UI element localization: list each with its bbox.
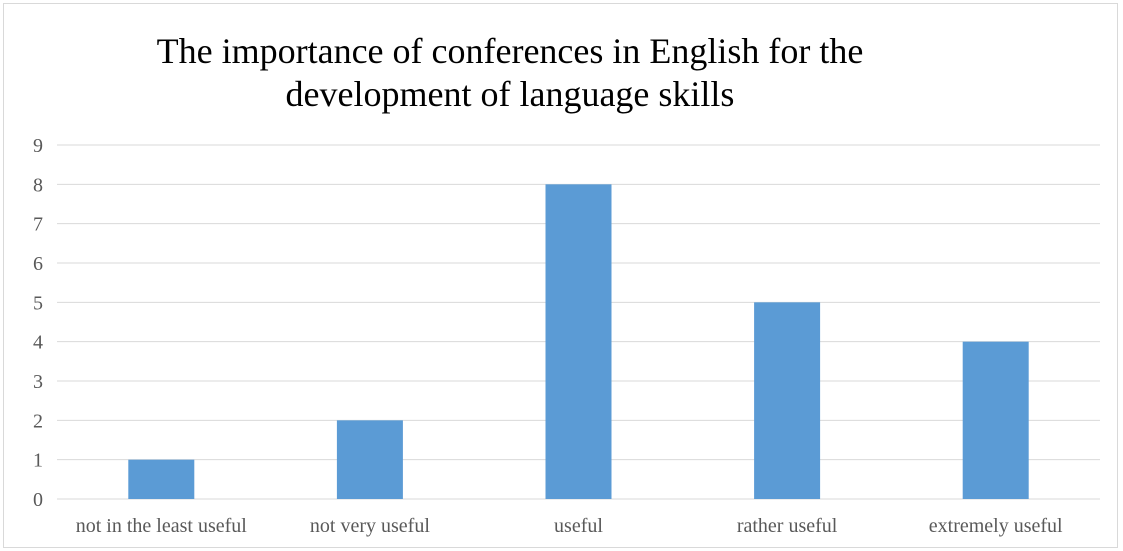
bar [545, 184, 612, 500]
y-tick-label: 8 [33, 174, 43, 196]
y-tick-label: 0 [33, 489, 43, 511]
y-tick-label: 7 [33, 214, 43, 236]
y-tick-label: 2 [33, 410, 43, 432]
bar [962, 341, 1029, 499]
y-tick-label: 9 [33, 135, 43, 157]
x-axis-ticks: not in the least useful not very useful us… [76, 515, 1063, 537]
bar [336, 420, 403, 499]
x-tick-label: not very useful [310, 515, 430, 537]
chart-title-line-1: The importance of conferences in English… [156, 31, 864, 71]
chart-title-line-2: development of language skills [285, 74, 735, 114]
x-tick-label: rather useful [737, 515, 838, 537]
y-tick-label: 6 [33, 253, 43, 275]
y-tick-label: 3 [33, 371, 43, 393]
bar [754, 302, 821, 499]
bars [128, 184, 1029, 500]
y-axis-ticks: 0 1 2 3 4 5 6 7 8 9 [33, 135, 43, 511]
y-tick-label: 1 [33, 450, 43, 472]
bar [128, 459, 195, 499]
y-tick-label: 4 [33, 332, 43, 354]
x-tick-label: not in the least useful [76, 515, 248, 537]
chart-title: The importance of conferences in English… [60, 30, 960, 116]
x-tick-label: useful [554, 515, 603, 537]
x-tick-label: extremely useful [929, 515, 1063, 537]
y-tick-label: 5 [33, 292, 43, 314]
